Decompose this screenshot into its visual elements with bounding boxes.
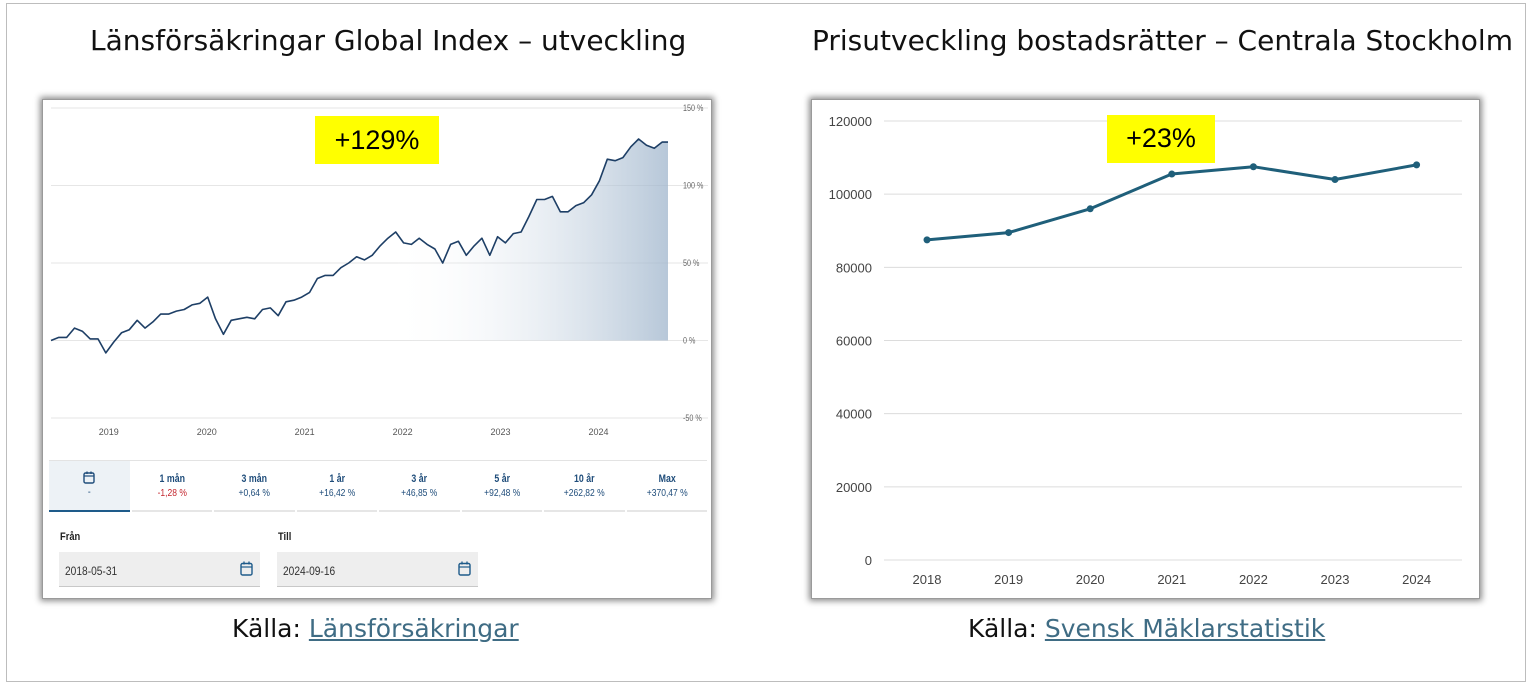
x-tick-label: 2018: [913, 572, 942, 587]
x-tick-label: 2022: [1239, 572, 1268, 587]
tab-value: -1,28 %: [157, 488, 187, 499]
y-tick-label: -50 %: [683, 413, 702, 423]
date-to-input[interactable]: 2024-09-16: [277, 552, 478, 587]
x-tick-label: 2023: [1321, 572, 1350, 587]
x-tick-label: 2020: [1076, 572, 1105, 587]
tab-10-years[interactable]: 10 år +262,82 %: [544, 461, 625, 512]
date-from-input[interactable]: 2018-05-31: [59, 552, 260, 587]
data-point: [1168, 170, 1176, 178]
x-tick-label: 2019: [99, 427, 119, 437]
tab-max[interactable]: Max +370,47 %: [626, 461, 707, 512]
y-tick-label: 120000: [829, 114, 872, 129]
date-from-label: Från: [60, 531, 81, 543]
y-tick-label: 150 %: [683, 103, 703, 113]
source-prefix: Källa:: [232, 614, 309, 643]
calendar-icon: [83, 471, 95, 484]
return-badge: +129%: [315, 116, 439, 164]
tab-label: 1 mån: [159, 473, 185, 485]
left-panel-title: Länsförsäkringar Global Index – utveckli…: [90, 24, 687, 57]
date-from-value: 2018-05-31: [65, 564, 118, 578]
tab-1-year[interactable]: 1 år +16,42 %: [296, 461, 377, 512]
index-chart-screenshot: -50 % 0 % 50 % 100 % 150 % 2019 2020 2021 2022 2…: [42, 99, 712, 599]
tab-value: +0,64 %: [238, 488, 270, 499]
y-tick-label: 100 %: [683, 181, 703, 191]
tab-custom[interactable]: -: [49, 461, 130, 512]
y-tick-label: 50 %: [683, 258, 699, 268]
left-source: Källa: Länsförsäkringar: [232, 614, 519, 643]
price-chart: 0 20000 40000 60000 80000 100000 120000 2018 20…: [829, 114, 1462, 587]
data-point: [1331, 176, 1339, 184]
tab-1-month[interactable]: 1 mån -1,28 %: [131, 461, 212, 512]
price-change-badge: +23%: [1107, 115, 1215, 163]
tab-label: 3 mån: [241, 473, 267, 485]
tab-value: +262,82 %: [563, 488, 605, 499]
calendar-icon[interactable]: [458, 561, 471, 576]
source-prefix: Källa:: [968, 614, 1045, 643]
y-tick-label: 40000: [836, 407, 872, 422]
tab-label: 5 år: [493, 473, 510, 485]
source-link-maklarstatistik[interactable]: Svensk Mäklarstatistik: [1044, 614, 1326, 643]
tab-5-years[interactable]: 5 år +92,48 %: [461, 461, 542, 512]
x-tick-label: 2024: [1402, 572, 1431, 587]
x-tick-label: 2020: [197, 427, 217, 437]
tab-value: +370,47 %: [646, 488, 688, 499]
tab-label: 10 år: [573, 473, 595, 485]
x-tick-label: 2021: [1157, 572, 1186, 587]
y-tick-label: 0: [865, 553, 872, 568]
series-area: [51, 139, 668, 353]
data-point: [1005, 229, 1013, 237]
tab-label: Max: [658, 473, 676, 485]
period-tabs: - 1 mån -1,28 % 3 mån +0,64 % 1 år +16,4…: [49, 460, 707, 512]
date-to-label: Till: [278, 531, 292, 543]
tab-value: -: [87, 487, 91, 498]
data-point: [1413, 161, 1421, 169]
right-source: Källa: Svensk Mäklarstatistik: [968, 614, 1325, 643]
series-line: [50, 138, 668, 354]
tab-3-years[interactable]: 3 år +46,85 %: [379, 461, 460, 512]
y-tick-label: 60000: [836, 334, 872, 349]
tab-value: +92,48 %: [483, 488, 520, 499]
data-point: [923, 236, 931, 244]
tab-label: 1 år: [328, 473, 345, 485]
index-chart: -50 % 0 % 50 % 100 % 150 % 2019 2020 2021 2022 2…: [50, 103, 708, 437]
date-to-value: 2024-09-16: [283, 564, 336, 578]
y-tick-label: 100000: [829, 187, 872, 202]
tab-label: 3 år: [411, 473, 428, 485]
tab-3-months[interactable]: 3 mån +0,64 %: [214, 461, 295, 512]
x-tick-label: 2024: [588, 427, 608, 437]
y-tick-label: 80000: [836, 260, 872, 275]
y-tick-label: 20000: [836, 480, 872, 495]
data-point: [1086, 205, 1094, 213]
x-tick-label: 2019: [994, 572, 1023, 587]
tab-value: +16,42 %: [318, 488, 355, 499]
y-tick-label: 0 %: [683, 336, 695, 346]
source-link-lansforsakringar[interactable]: Länsförsäkringar: [308, 614, 519, 643]
calendar-icon[interactable]: [240, 561, 253, 576]
right-panel-title: Prisutveckling bostadsrätter – Centrala …: [812, 24, 1513, 57]
x-tick-label: 2021: [295, 427, 315, 437]
x-tick-label: 2022: [393, 427, 413, 437]
tab-value: +46,85 %: [401, 488, 438, 499]
data-point: [1249, 163, 1257, 171]
price-chart-screenshot: 0 20000 40000 60000 80000 100000 120000 2018 20…: [811, 99, 1480, 599]
x-tick-label: 2023: [491, 427, 511, 437]
